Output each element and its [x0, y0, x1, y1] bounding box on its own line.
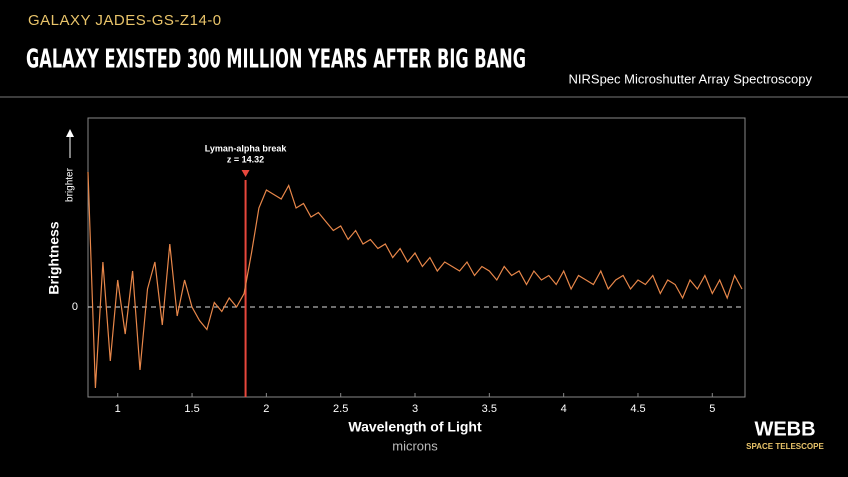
subtitle: NIRSpec Microshutter Array Spectroscopy	[569, 71, 813, 86]
title: GALAXY EXISTED 300 MILLION YEARS AFTER B…	[26, 45, 526, 75]
x-tick-label: 4	[561, 403, 567, 415]
y-arrow-head	[66, 129, 74, 137]
x-tick-label: 1.5	[184, 403, 199, 415]
x-tick-label: 2.5	[333, 403, 348, 415]
x-tick-label: 3.5	[482, 403, 497, 415]
x-axis-unit: microns	[392, 438, 438, 453]
annotation: Lyman-alpha break	[205, 143, 288, 153]
plot-frame	[87, 117, 746, 398]
x-tick-label: 1	[115, 403, 121, 415]
spectrum-line	[87, 171, 743, 389]
logo-name: WEBB	[754, 418, 815, 440]
x-tick-label: 4.5	[630, 403, 645, 415]
break-marker	[241, 170, 250, 177]
x-axis-label: Wavelength of Light	[348, 419, 482, 435]
x-tick-label: 3	[412, 403, 418, 415]
y-tick-label: 0	[72, 301, 78, 313]
y-arrow-label: brighter	[65, 167, 76, 202]
kicker: GALAXY JADES-GS-Z14-0	[28, 12, 222, 29]
x-tick-label: 2	[263, 403, 269, 415]
annotation: z = 14.32	[227, 154, 264, 164]
x-tick-label: 5	[709, 403, 715, 415]
logo-tagline: SPACE TELESCOPE	[746, 442, 824, 451]
y-axis-label: Brightness	[46, 221, 62, 294]
